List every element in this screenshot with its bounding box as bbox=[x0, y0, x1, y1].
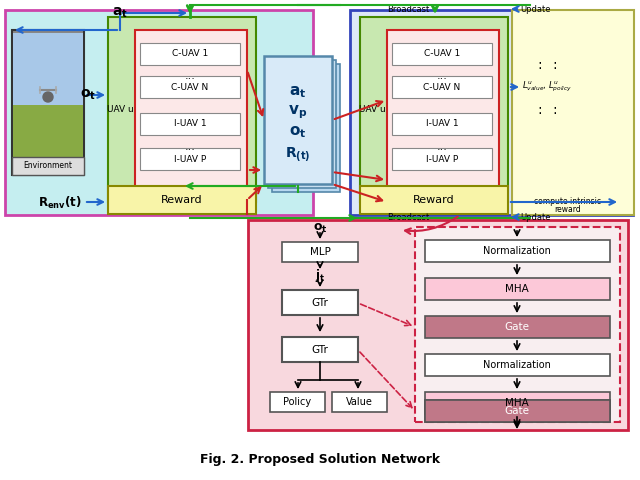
Text: Reward: Reward bbox=[413, 195, 455, 205]
FancyBboxPatch shape bbox=[264, 56, 332, 184]
Text: C-UAV N: C-UAV N bbox=[424, 83, 461, 92]
Text: C-UAV 1: C-UAV 1 bbox=[424, 49, 460, 59]
Text: Policy: Policy bbox=[283, 397, 311, 407]
FancyBboxPatch shape bbox=[332, 392, 387, 412]
Text: $\mathbf{o_t}$: $\mathbf{o_t}$ bbox=[80, 88, 96, 102]
FancyBboxPatch shape bbox=[270, 392, 325, 412]
FancyBboxPatch shape bbox=[282, 242, 358, 262]
Text: C-UAV N: C-UAV N bbox=[172, 83, 209, 92]
Text: Update: Update bbox=[520, 5, 550, 14]
Text: $\mathbf{o_t}$: $\mathbf{o_t}$ bbox=[289, 124, 307, 140]
Text: GTr: GTr bbox=[312, 298, 328, 308]
FancyBboxPatch shape bbox=[425, 400, 610, 422]
FancyBboxPatch shape bbox=[425, 278, 610, 300]
Text: I-UAV 1: I-UAV 1 bbox=[173, 120, 206, 129]
Text: Value: Value bbox=[346, 397, 372, 407]
FancyBboxPatch shape bbox=[360, 186, 508, 214]
Text: $\mathbf{o_t}$: $\mathbf{o_t}$ bbox=[313, 221, 327, 235]
Text: Normalization: Normalization bbox=[483, 246, 551, 256]
Text: compute intrinsic: compute intrinsic bbox=[534, 197, 602, 206]
Text: Broadcast: Broadcast bbox=[387, 5, 429, 14]
Text: I-UAV P: I-UAV P bbox=[426, 155, 458, 164]
FancyBboxPatch shape bbox=[135, 30, 247, 192]
FancyBboxPatch shape bbox=[12, 30, 84, 175]
Text: $\mathbf{R_{env}(t)}$: $\mathbf{R_{env}(t)}$ bbox=[38, 195, 82, 211]
Text: $\mathbf{R_{(t)}}$: $\mathbf{R_{(t)}}$ bbox=[285, 144, 311, 164]
Text: :: : bbox=[538, 103, 542, 117]
FancyBboxPatch shape bbox=[425, 354, 610, 376]
Text: Gate: Gate bbox=[504, 322, 529, 332]
FancyBboxPatch shape bbox=[387, 30, 499, 192]
FancyBboxPatch shape bbox=[268, 60, 336, 188]
FancyBboxPatch shape bbox=[13, 105, 83, 175]
Text: Normalization: Normalization bbox=[483, 360, 551, 370]
Text: Fig. 2. Proposed Solution Network: Fig. 2. Proposed Solution Network bbox=[200, 454, 440, 467]
FancyBboxPatch shape bbox=[140, 148, 240, 170]
FancyBboxPatch shape bbox=[392, 113, 492, 135]
Text: Reward: Reward bbox=[161, 195, 203, 205]
FancyBboxPatch shape bbox=[12, 157, 84, 175]
Text: Environment: Environment bbox=[24, 161, 72, 170]
FancyBboxPatch shape bbox=[140, 43, 240, 65]
Text: MHA: MHA bbox=[505, 398, 529, 408]
Text: ...: ... bbox=[184, 71, 195, 81]
Text: ...: ... bbox=[184, 142, 195, 152]
Text: $L^u_{value}$, $L^u_{policy}$: $L^u_{value}$, $L^u_{policy}$ bbox=[522, 80, 572, 94]
Text: GTr: GTr bbox=[312, 345, 328, 355]
FancyBboxPatch shape bbox=[5, 10, 313, 215]
Text: ...: ... bbox=[436, 71, 447, 81]
FancyBboxPatch shape bbox=[13, 33, 83, 105]
FancyBboxPatch shape bbox=[425, 400, 610, 422]
FancyBboxPatch shape bbox=[140, 113, 240, 135]
FancyBboxPatch shape bbox=[108, 186, 256, 214]
FancyBboxPatch shape bbox=[425, 240, 610, 262]
Text: :: : bbox=[538, 58, 542, 72]
FancyBboxPatch shape bbox=[392, 43, 492, 65]
FancyBboxPatch shape bbox=[360, 17, 508, 202]
Text: MLP: MLP bbox=[310, 247, 330, 257]
Text: :: : bbox=[553, 103, 557, 117]
FancyBboxPatch shape bbox=[425, 392, 610, 414]
Text: $\mathbf{v_p}$: $\mathbf{v_p}$ bbox=[289, 103, 308, 121]
Text: I-UAV P: I-UAV P bbox=[174, 155, 206, 164]
Circle shape bbox=[43, 92, 53, 102]
Text: Gate: Gate bbox=[504, 406, 529, 416]
FancyBboxPatch shape bbox=[272, 64, 340, 192]
FancyBboxPatch shape bbox=[392, 76, 492, 98]
Text: C-UAV 1: C-UAV 1 bbox=[172, 49, 208, 59]
Text: reward: reward bbox=[555, 205, 581, 215]
Text: MHA: MHA bbox=[505, 284, 529, 294]
Text: I-UAV 1: I-UAV 1 bbox=[426, 120, 458, 129]
FancyBboxPatch shape bbox=[282, 337, 358, 362]
Text: ...: ... bbox=[436, 142, 447, 152]
Text: $\mathbf{a_t}$: $\mathbf{a_t}$ bbox=[112, 6, 128, 20]
FancyBboxPatch shape bbox=[108, 17, 256, 202]
FancyBboxPatch shape bbox=[350, 10, 633, 215]
FancyBboxPatch shape bbox=[512, 10, 634, 215]
Text: UAV u: UAV u bbox=[107, 106, 133, 115]
Text: Broadcast: Broadcast bbox=[387, 213, 429, 221]
FancyBboxPatch shape bbox=[425, 316, 610, 338]
FancyBboxPatch shape bbox=[415, 227, 620, 422]
Text: $\mathbf{j_t}$: $\mathbf{j_t}$ bbox=[315, 267, 325, 285]
Text: $\mathbf{a_t}$: $\mathbf{a_t}$ bbox=[289, 84, 307, 100]
Text: :: : bbox=[553, 58, 557, 72]
Text: UAV u: UAV u bbox=[358, 106, 385, 115]
FancyBboxPatch shape bbox=[248, 220, 628, 430]
FancyBboxPatch shape bbox=[392, 148, 492, 170]
Text: Update: Update bbox=[520, 213, 550, 221]
FancyBboxPatch shape bbox=[140, 76, 240, 98]
FancyBboxPatch shape bbox=[282, 290, 358, 315]
